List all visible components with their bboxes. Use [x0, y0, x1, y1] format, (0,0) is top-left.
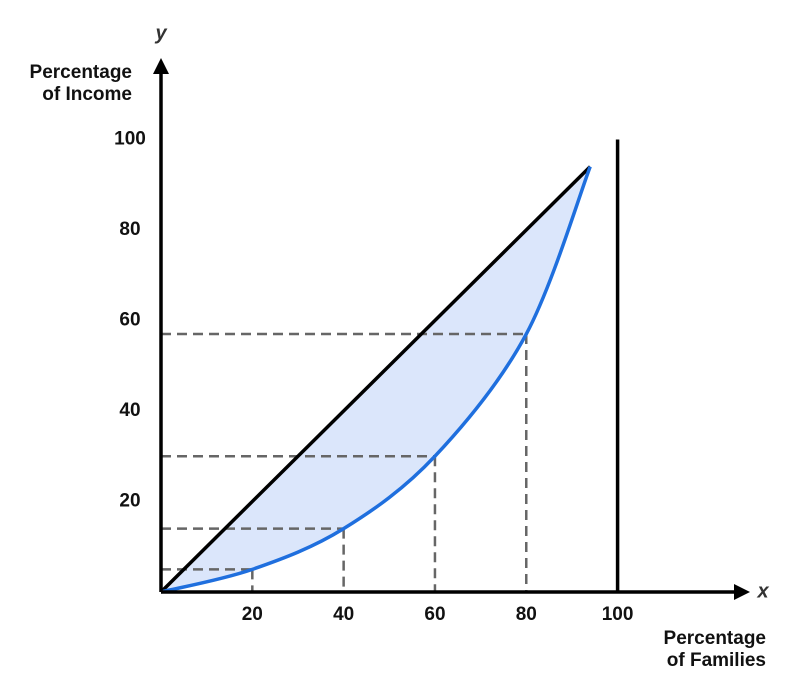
y-axis-arrow [153, 58, 169, 74]
equality-line [159, 165, 592, 594]
y-axis-label: of Income [42, 84, 132, 105]
y-tick-label: 20 [119, 491, 140, 512]
y-tick-label: 100 [114, 128, 146, 149]
x-axis-label: Percentage [664, 628, 766, 649]
x-tick-label: 100 [602, 604, 634, 625]
x-tick-label: 60 [424, 604, 445, 625]
y-tick-label: 60 [119, 309, 140, 330]
y-tick-label: 80 [119, 219, 140, 240]
x-axis-arrow [734, 584, 750, 600]
x-axis-name: x [756, 580, 769, 602]
lorenz-curve [160, 165, 592, 594]
x-tick-label: 80 [516, 604, 537, 625]
x-axis-label: of Families [667, 650, 766, 671]
y-axis-name: y [154, 22, 167, 44]
x-tick-label: 40 [333, 604, 354, 625]
y-axis-label: Percentage [30, 62, 132, 83]
x-tick-label: 20 [242, 604, 263, 625]
y-tick-label: 40 [119, 400, 140, 421]
